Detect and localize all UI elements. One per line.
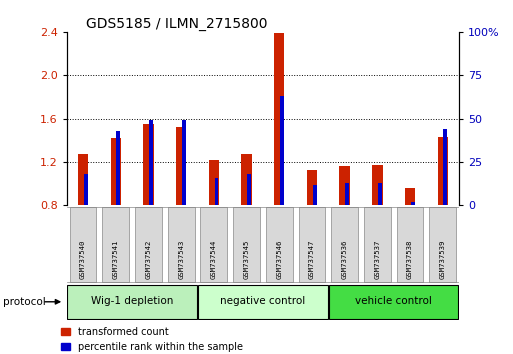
Bar: [78, 154, 88, 205]
Bar: [168, 207, 194, 282]
Text: GSM737544: GSM737544: [211, 240, 217, 279]
Bar: [340, 166, 350, 205]
Text: protocol: protocol: [3, 297, 45, 307]
Bar: [266, 207, 293, 282]
Bar: [372, 165, 383, 205]
Bar: [182, 120, 186, 205]
Text: GSM737536: GSM737536: [342, 240, 348, 279]
Bar: [280, 96, 284, 205]
Text: GSM737541: GSM737541: [113, 240, 119, 279]
Bar: [438, 137, 448, 205]
Bar: [405, 188, 416, 205]
Bar: [102, 207, 129, 282]
Bar: [274, 33, 285, 205]
Bar: [443, 129, 447, 205]
Bar: [233, 207, 260, 282]
Bar: [84, 174, 88, 205]
Bar: [110, 138, 121, 205]
Bar: [429, 207, 456, 282]
Bar: [299, 207, 325, 282]
Text: GSM737545: GSM737545: [244, 240, 249, 279]
Text: Wig-1 depletion: Wig-1 depletion: [91, 296, 173, 306]
Bar: [331, 207, 358, 282]
Bar: [70, 207, 96, 282]
Bar: [364, 207, 391, 282]
Bar: [378, 183, 382, 205]
Text: negative control: negative control: [220, 296, 306, 306]
Text: GSM737537: GSM737537: [374, 240, 380, 279]
Bar: [116, 131, 121, 205]
Bar: [176, 127, 186, 205]
Bar: [209, 160, 219, 205]
Bar: [312, 184, 317, 205]
Bar: [149, 120, 153, 205]
Bar: [307, 170, 317, 205]
Bar: [411, 202, 415, 205]
Bar: [345, 183, 349, 205]
Bar: [143, 124, 154, 205]
Bar: [397, 207, 424, 282]
Text: GSM737542: GSM737542: [146, 240, 151, 279]
Text: GDS5185 / ILMN_2715800: GDS5185 / ILMN_2715800: [86, 17, 268, 31]
Text: GSM737540: GSM737540: [80, 240, 86, 279]
Bar: [247, 174, 251, 205]
Text: GSM737543: GSM737543: [178, 240, 184, 279]
Text: GSM737547: GSM737547: [309, 240, 315, 279]
Bar: [198, 285, 328, 319]
Bar: [135, 207, 162, 282]
Text: GSM737546: GSM737546: [277, 240, 282, 279]
Text: GSM737539: GSM737539: [440, 240, 446, 279]
Bar: [214, 178, 219, 205]
Bar: [201, 207, 227, 282]
Legend: transformed count, percentile rank within the sample: transformed count, percentile rank withi…: [61, 327, 243, 352]
Text: vehicle control: vehicle control: [356, 296, 432, 306]
Bar: [241, 154, 252, 205]
Text: GSM737538: GSM737538: [407, 240, 413, 279]
Bar: [329, 285, 459, 319]
Bar: [67, 285, 197, 319]
